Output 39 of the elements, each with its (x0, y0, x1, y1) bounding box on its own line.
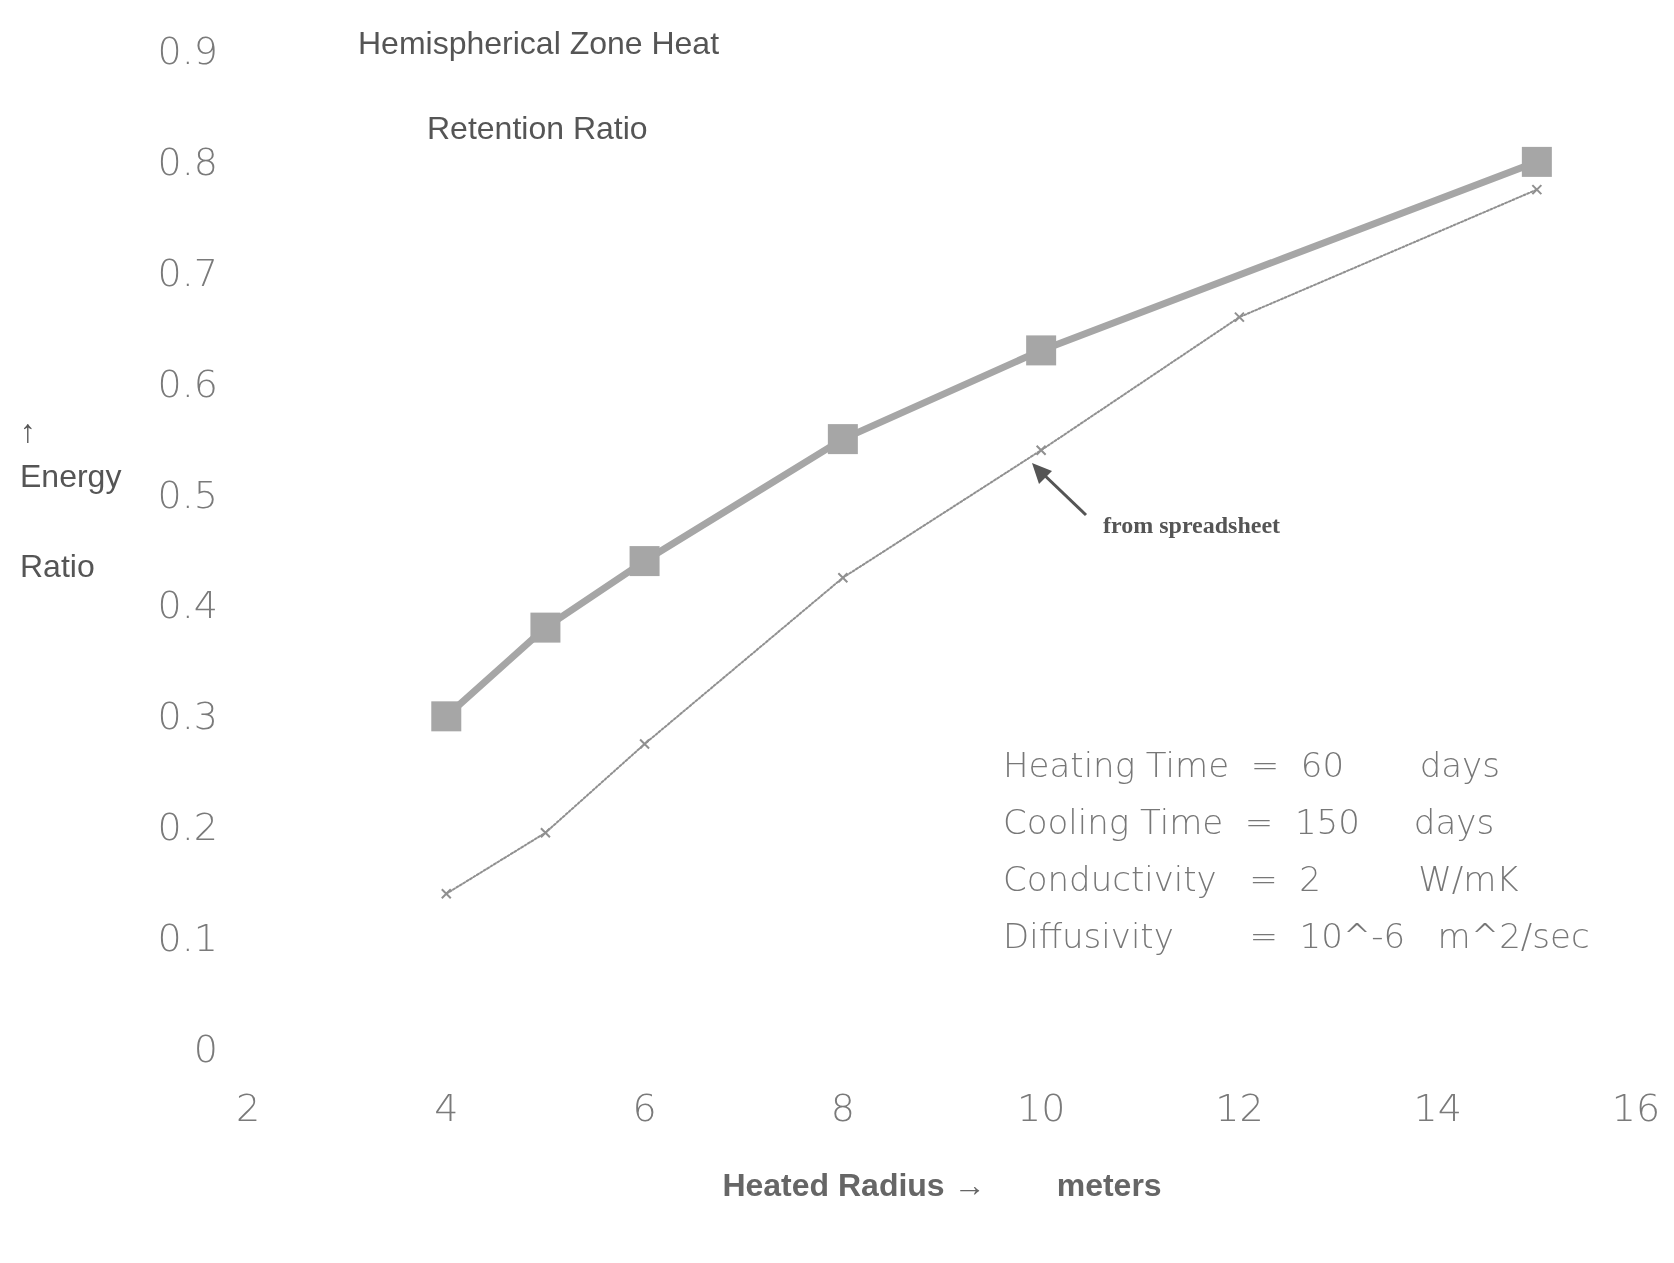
y-tick-label: 0.8 (157, 139, 218, 184)
point (1026, 335, 1057, 366)
point (539, 827, 551, 839)
y-tick-label: 0.6 (157, 361, 218, 406)
x-tick-label: 10 (1016, 1086, 1066, 1130)
x-tick-label: 4 (434, 1086, 459, 1130)
point (530, 612, 561, 643)
y-tick-label: 0.7 (157, 250, 218, 295)
x-tick-label: 14 (1413, 1086, 1462, 1130)
y-tick-label: 0.1 (157, 916, 218, 961)
point (1521, 146, 1552, 177)
annotation: Cooling Time = 150 days (1003, 802, 1495, 842)
x-tick-label: 16 (1611, 1086, 1661, 1130)
point (827, 424, 858, 455)
y-tick-label: 0 (193, 1027, 218, 1071)
point (1233, 311, 1245, 323)
x-tick-label: 6 (632, 1086, 657, 1130)
y-tick-label: 0.9 (157, 29, 218, 73)
point (629, 546, 660, 577)
annotation: Conductivity = 2 W/mK (1003, 859, 1519, 899)
y-tick-label: 0.2 (157, 805, 218, 850)
point (1531, 184, 1543, 196)
x-tick-label: 2 (235, 1086, 261, 1130)
point (1035, 444, 1047, 456)
annotation: Heating Time = 60 days (1003, 745, 1500, 785)
point (440, 888, 452, 900)
y-tick-label: 0.3 (157, 694, 218, 739)
y-tick-label: 0.5 (157, 472, 218, 517)
point (431, 701, 462, 732)
annotation: Diffusivity = 10^-6 m^2/sec (1003, 916, 1590, 956)
point (837, 572, 849, 584)
x-tick-label: 8 (830, 1086, 855, 1130)
text: ↑ Energy Ratio (20, 412, 122, 584)
chart-title: Hemispherical Zone Heat Retention Ratio (358, 25, 720, 146)
x-axis-title: Heated Radius → meters (722, 1167, 1162, 1203)
x-tick-label: 12 (1215, 1086, 1264, 1130)
y-tick-label: 0.4 (157, 583, 218, 628)
annotation: from spreadsheet (1103, 512, 1281, 538)
point (639, 738, 651, 750)
